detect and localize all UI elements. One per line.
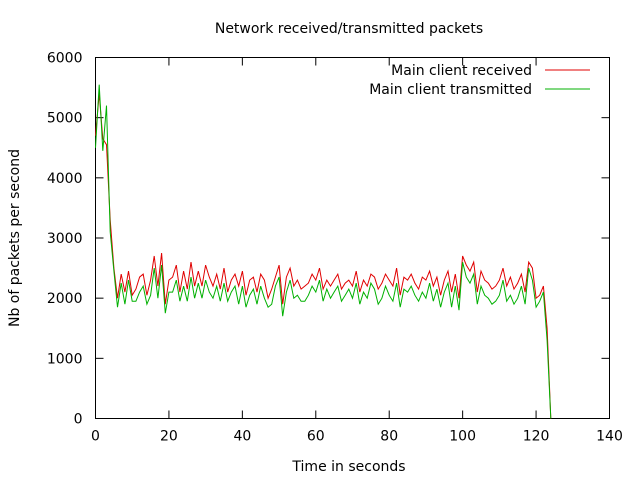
x-tick-label: 120	[523, 429, 550, 445]
x-tick-label: 20	[160, 429, 178, 445]
y-tick-label: 5000	[47, 111, 83, 127]
y-tick-label: 6000	[47, 51, 83, 67]
x-tick-label: 40	[233, 429, 251, 445]
chart-title: Network received/transmitted packets	[215, 21, 483, 37]
x-axis-label: Time in seconds	[291, 459, 405, 475]
legend-label: Main client received	[391, 63, 532, 79]
plot-frame	[95, 57, 610, 419]
series-line-transmitted	[95, 84, 552, 419]
y-tick-label: 4000	[47, 171, 83, 187]
legend-label: Main client transmitted	[369, 82, 532, 98]
series-line-received	[95, 93, 552, 419]
y-tick-label: 3000	[47, 231, 83, 247]
x-tick-label: 140	[596, 429, 623, 445]
y-tick-label: 0	[74, 412, 83, 428]
y-axis-label: Nb of packets per second	[7, 149, 23, 327]
x-tick-label: 0	[91, 429, 100, 445]
x-tick-label: 60	[307, 429, 325, 445]
y-tick-label: 2000	[47, 291, 83, 307]
x-tick-label: 100	[449, 429, 476, 445]
y-tick-label: 1000	[47, 351, 83, 367]
x-tick-label: 80	[380, 429, 398, 445]
